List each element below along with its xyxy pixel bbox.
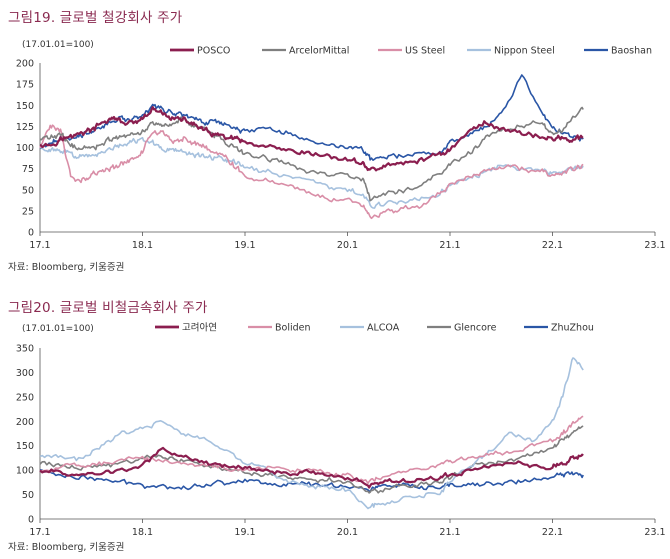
series-line-0 bbox=[39, 106, 584, 172]
y-tick-label: 250 bbox=[16, 392, 34, 403]
series-line-2 bbox=[39, 357, 584, 510]
chart2-plot: 0 50 100 150 200 250 300 350 17.1 18.1 19.1 20.1 21.… bbox=[16, 322, 666, 539]
legend-label: ArcelorMittal bbox=[289, 46, 349, 57]
x-tick-label: 20.1 bbox=[337, 240, 358, 251]
chart1-title: 그림19. 글로벌 철강회사 주가 bbox=[8, 10, 183, 26]
y-tick-label: 125 bbox=[16, 122, 34, 133]
legend-label: POSCO bbox=[197, 46, 230, 57]
x-tick-label: 21.1 bbox=[439, 240, 460, 251]
y-tick-label: 200 bbox=[16, 417, 34, 428]
legend-label: Glencore bbox=[454, 323, 497, 334]
x-tick-label: 17.1 bbox=[29, 240, 50, 251]
chart2-title: 그림20. 글로벌 비철금속회사 주가 bbox=[8, 300, 208, 316]
x-tick-label: 23.1 bbox=[644, 240, 665, 251]
y-tick-label: 50 bbox=[22, 185, 34, 196]
y-tick-label: 175 bbox=[16, 80, 34, 91]
x-tick-label: 22.1 bbox=[542, 240, 563, 251]
y-tick-label: 200 bbox=[16, 59, 34, 70]
chart1-plot: 0 25 50 75 100 125 150 175 200 17.1 18.1 19.1 20.1 21… bbox=[16, 46, 666, 252]
x-tick-label: 21.1 bbox=[439, 527, 460, 538]
legend-label: Baoshan bbox=[611, 46, 652, 57]
x-tick-label: 22.1 bbox=[542, 527, 563, 538]
y-tick-label: 25 bbox=[22, 206, 34, 217]
x-tick-label: 20.1 bbox=[337, 527, 358, 538]
x-tick-label: 23.1 bbox=[644, 527, 665, 538]
x-tick-label: 18.1 bbox=[132, 527, 153, 538]
x-tick-label: 18.1 bbox=[132, 240, 153, 251]
series-line-4 bbox=[39, 74, 584, 161]
y-tick-label: 150 bbox=[16, 101, 34, 112]
legend-label: 고려아연 bbox=[182, 322, 217, 334]
y-tick-label: 75 bbox=[22, 164, 34, 175]
chart2-source: 자료: Bloomberg, 키움증권 bbox=[8, 542, 125, 553]
chart2-base-note: (17.01.01=100) bbox=[22, 324, 94, 334]
x-tick-label: 19.1 bbox=[234, 240, 255, 251]
legend-label: ALCOA bbox=[367, 323, 400, 334]
x-tick-label: 17.1 bbox=[29, 527, 50, 538]
legend-label: Boliden bbox=[275, 323, 311, 334]
legend-label: ZhuZhou bbox=[551, 323, 594, 334]
y-tick-label: 300 bbox=[16, 368, 34, 379]
legend-label: US Steel bbox=[405, 46, 445, 57]
series-line-0 bbox=[39, 446, 584, 489]
series-line-4 bbox=[39, 469, 584, 493]
series-line-3 bbox=[39, 425, 584, 494]
chart1-base-note: (17.01.01=100) bbox=[22, 40, 94, 50]
y-tick-label: 350 bbox=[16, 344, 34, 355]
x-tick-label: 19.1 bbox=[234, 527, 255, 538]
chart1-source: 자료: Bloomberg, 키움증권 bbox=[8, 262, 125, 273]
series-line-1 bbox=[39, 106, 584, 202]
series-line-2 bbox=[39, 124, 584, 220]
y-tick-label: 100 bbox=[16, 143, 34, 154]
y-tick-label: 150 bbox=[16, 441, 34, 452]
y-tick-label: 0 bbox=[28, 515, 34, 526]
y-tick-label: 0 bbox=[28, 228, 34, 239]
y-tick-label: 100 bbox=[16, 466, 34, 477]
legend-label: Nippon Steel bbox=[494, 46, 555, 57]
y-tick-label: 50 bbox=[22, 490, 34, 501]
